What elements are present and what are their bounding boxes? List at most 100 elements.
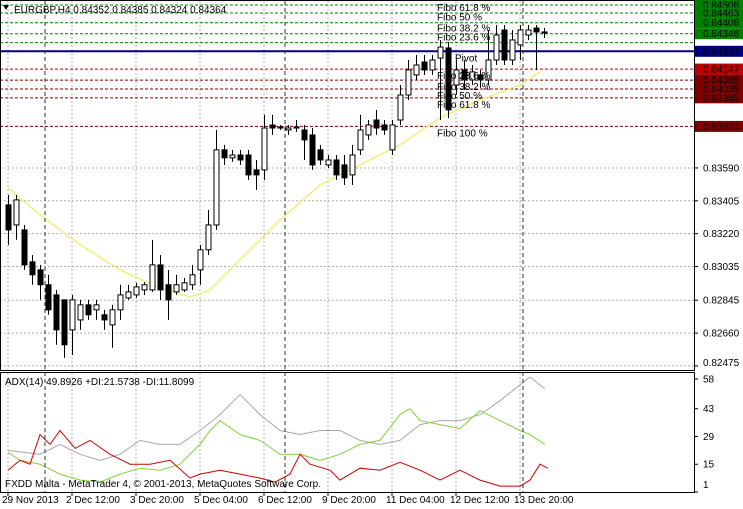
y-tick-label: 29: [703, 432, 715, 443]
level-price-tag: [695, 17, 743, 29]
x-tick-label: 11 Dec 04:00: [386, 495, 445, 506]
candle-body: [501, 29, 508, 61]
candle-body: [5, 204, 12, 231]
candle-body: [149, 264, 156, 291]
candle-body: [397, 94, 404, 121]
candle-body: [349, 154, 356, 176]
candle-body: [477, 74, 484, 81]
y-tick-label: 0.82475: [703, 358, 740, 369]
minus-di-name: -DI:: [143, 377, 159, 388]
candle-body: [533, 27, 540, 33]
candle-body: [333, 159, 340, 176]
candle-body: [301, 129, 308, 141]
candle-body: [189, 274, 196, 286]
level-price-label: 0.84035: [703, 84, 740, 95]
level-label: Fibo 50 %: [437, 13, 482, 24]
candle-body: [93, 304, 100, 311]
candle-body: [357, 129, 364, 151]
candle-body: [109, 309, 116, 326]
level-label: Fibo 61.8 %: [437, 100, 490, 111]
candle-body: [37, 269, 44, 286]
candle-body: [261, 127, 268, 171]
candle-body: [517, 29, 524, 46]
candle-body: [141, 284, 148, 291]
level-label: Fibo 50 %: [437, 91, 482, 102]
y-tick-label: 58: [703, 374, 715, 385]
level-price-label: 0.83985: [703, 93, 740, 104]
candle-body: [541, 31, 548, 34]
candle-body: [29, 261, 36, 276]
y-tick-label: 0.83405: [703, 196, 740, 207]
candle-body: [229, 154, 236, 159]
plus-di-name: +DI:: [85, 377, 104, 388]
level-price-tag: [695, 120, 743, 132]
candle-body: [165, 284, 172, 301]
candle-body: [437, 46, 444, 59]
x-tick-label: 2 Dec 12:00: [66, 495, 120, 506]
candle-body: [509, 39, 516, 61]
candle-body: [117, 294, 124, 311]
indicator-line: [7, 376, 546, 461]
candle-body: [213, 149, 220, 226]
adx-name: ADX(14): [5, 377, 43, 388]
main-frame: [0, 0, 695, 371]
candle-body: [13, 199, 20, 226]
level-price-tag: [695, 74, 743, 86]
level-price-label: 0.84147: [703, 65, 740, 76]
candle-body: [269, 124, 276, 129]
candle-body: [485, 59, 492, 81]
adx-value: 49.8926: [46, 377, 83, 388]
level-price-label: 0.84085: [703, 76, 740, 87]
candle-body: [69, 299, 76, 331]
level-price-tag: [695, 28, 743, 40]
candle-body: [461, 69, 468, 81]
y-tick-label: 0.83035: [703, 262, 740, 273]
candle-body: [237, 154, 244, 161]
candle-body: [21, 229, 28, 266]
candle-body: [309, 134, 316, 166]
candle-body: [45, 284, 52, 311]
level-price-label: 0.84508: [703, 0, 740, 11]
quote-close: 0.84364: [190, 5, 227, 16]
candle-body: [429, 59, 436, 71]
candle-body: [277, 126, 284, 129]
candle-body: [77, 304, 84, 321]
level-label: Pivot: [455, 53, 477, 64]
candle-body: [405, 69, 412, 96]
y-tick-label: 0.82660: [703, 329, 740, 340]
candle-body: [205, 224, 212, 251]
y-tick-label: 0.82845: [703, 296, 740, 307]
candle-body: [469, 71, 476, 81]
candle-body: [365, 124, 372, 136]
quote-low: 0.84324: [151, 5, 188, 16]
level-label: Fibo 100 %: [437, 128, 488, 139]
x-tick-label: 6 Dec 12:00: [258, 495, 312, 506]
level-price-label: 0.83824: [703, 122, 740, 133]
plus-di-value: 21.5738: [104, 377, 141, 388]
x-tick-label: 13 Dec 20:00: [514, 495, 574, 506]
candle-body: [421, 61, 428, 71]
candle-body: [373, 119, 380, 129]
level-label: Fibo 61.8 %: [437, 3, 490, 14]
x-tick-label: 12 Dec 12:00: [450, 495, 510, 506]
quote-open: 0.84352: [73, 5, 110, 16]
y-tick-label: 43: [703, 404, 715, 415]
candle-body: [493, 34, 500, 61]
level-label: Fibo 23.6 %: [437, 71, 490, 82]
candle-body: [221, 149, 228, 159]
candle-body: [525, 29, 532, 36]
candle-body: [381, 124, 388, 131]
x-tick-label: 29 Nov 2013: [2, 495, 59, 506]
moving-average: [7, 71, 541, 298]
level-price-label: 0.84247: [703, 47, 740, 58]
minus-di-value: 11.8099: [159, 377, 195, 388]
level-label: Fibo 23.6 %: [437, 33, 490, 44]
candle-body: [389, 124, 396, 151]
candle-body: [253, 169, 260, 176]
x-tick-label: 3 Dec 20:00: [130, 495, 184, 506]
indicator-line: [7, 429, 549, 487]
candle-body: [453, 69, 460, 86]
level-price-label: 0.84346: [703, 29, 740, 40]
